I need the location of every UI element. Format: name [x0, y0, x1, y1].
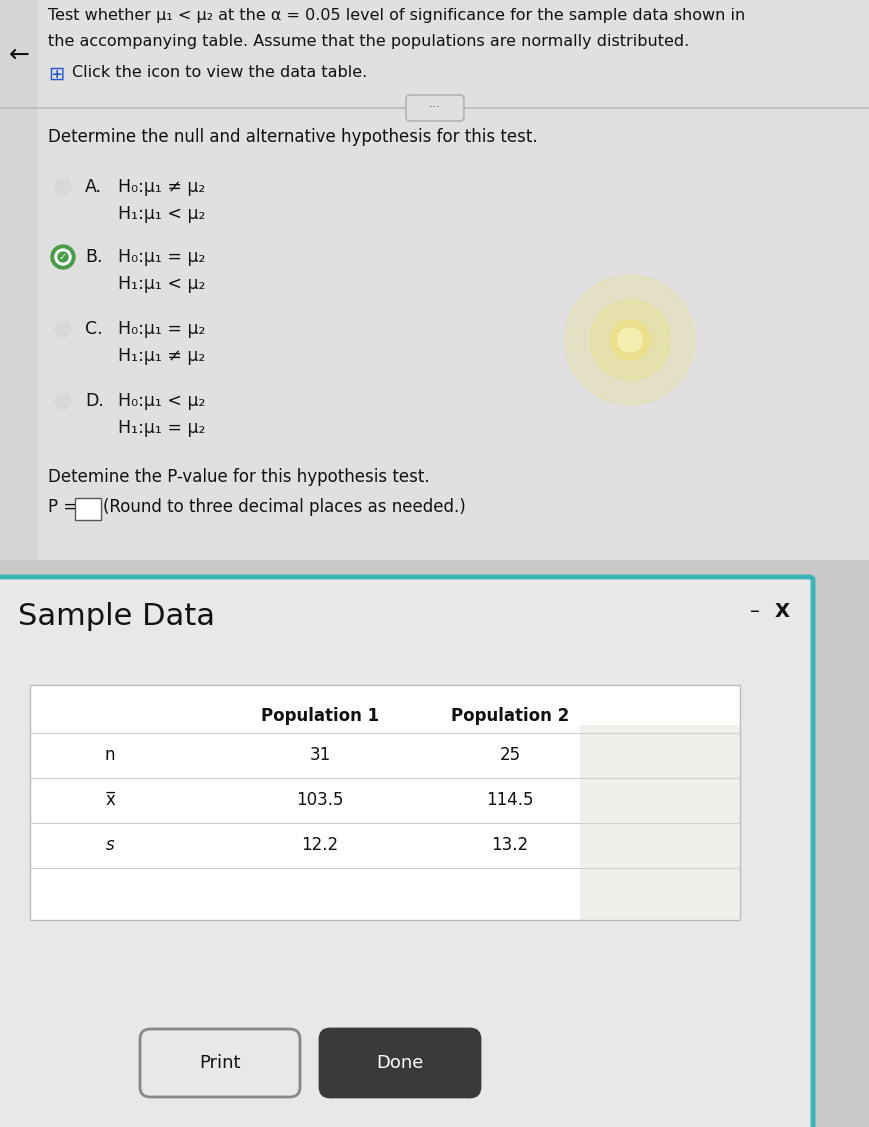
FancyBboxPatch shape — [320, 1029, 480, 1097]
Text: 114.5: 114.5 — [486, 791, 534, 809]
FancyBboxPatch shape — [406, 95, 463, 121]
Text: Detemine the P-value for this hypothesis test.: Detemine the P-value for this hypothesis… — [48, 468, 429, 486]
Text: the accompanying table. Assume that the populations are normally distributed.: the accompanying table. Assume that the … — [48, 34, 688, 48]
Text: D.: D. — [85, 392, 103, 410]
Text: H₁:μ₁ < μ₂: H₁:μ₁ < μ₂ — [118, 275, 205, 293]
Text: Done: Done — [376, 1054, 423, 1072]
Text: H₁:μ₁ ≠ μ₂: H₁:μ₁ ≠ μ₂ — [118, 347, 205, 365]
Circle shape — [617, 328, 641, 352]
FancyBboxPatch shape — [140, 1029, 300, 1097]
Text: 13.2: 13.2 — [491, 836, 528, 854]
Text: ✓: ✓ — [59, 252, 67, 261]
Circle shape — [609, 320, 649, 360]
Text: P =: P = — [48, 498, 83, 516]
FancyBboxPatch shape — [0, 577, 812, 1127]
FancyBboxPatch shape — [75, 498, 101, 520]
Text: ···: ··· — [428, 101, 441, 115]
Circle shape — [564, 275, 694, 405]
Circle shape — [51, 245, 75, 269]
Text: A.: A. — [85, 178, 102, 196]
Circle shape — [589, 300, 669, 380]
Text: Print: Print — [199, 1054, 241, 1072]
Text: H₀:μ₁ ≠ μ₂: H₀:μ₁ ≠ μ₂ — [118, 178, 205, 196]
Circle shape — [55, 393, 71, 409]
Text: 103.5: 103.5 — [296, 791, 343, 809]
Text: H₁:μ₁ < μ₂: H₁:μ₁ < μ₂ — [118, 205, 205, 223]
Text: Click the icon to view the data table.: Click the icon to view the data table. — [72, 65, 367, 80]
Text: 31: 31 — [309, 746, 330, 764]
FancyBboxPatch shape — [0, 0, 869, 560]
Circle shape — [55, 249, 71, 265]
Text: x̅: x̅ — [105, 791, 115, 809]
Text: ⊞: ⊞ — [48, 65, 64, 85]
Text: (Round to three decimal places as needed.): (Round to three decimal places as needed… — [103, 498, 465, 516]
Text: H₁:μ₁ = μ₂: H₁:μ₁ = μ₂ — [118, 419, 205, 437]
Text: 25: 25 — [499, 746, 520, 764]
Text: B.: B. — [85, 248, 103, 266]
FancyBboxPatch shape — [0, 0, 38, 560]
Text: H₀:μ₁ = μ₂: H₀:μ₁ = μ₂ — [118, 320, 205, 338]
Text: C.: C. — [85, 320, 103, 338]
Text: Population 1: Population 1 — [261, 707, 379, 725]
Text: Determine the null and alternative hypothesis for this test.: Determine the null and alternative hypot… — [48, 128, 537, 147]
Text: X: X — [773, 602, 788, 621]
Circle shape — [55, 321, 71, 337]
Circle shape — [58, 252, 68, 261]
FancyBboxPatch shape — [30, 685, 740, 920]
Text: –: – — [749, 602, 759, 621]
Text: H₀:μ₁ < μ₂: H₀:μ₁ < μ₂ — [118, 392, 205, 410]
Text: s: s — [105, 836, 114, 854]
Text: 12.2: 12.2 — [301, 836, 338, 854]
Text: Test whether μ₁ < μ₂ at the α = 0.05 level of significance for the sample data s: Test whether μ₁ < μ₂ at the α = 0.05 lev… — [48, 8, 745, 23]
Text: Population 2: Population 2 — [450, 707, 568, 725]
Text: n: n — [104, 746, 115, 764]
FancyBboxPatch shape — [580, 725, 740, 920]
Text: H₀:μ₁ = μ₂: H₀:μ₁ = μ₂ — [118, 248, 205, 266]
Text: Sample Data: Sample Data — [18, 602, 215, 631]
Circle shape — [55, 179, 71, 195]
Text: ←: ← — [9, 43, 30, 66]
